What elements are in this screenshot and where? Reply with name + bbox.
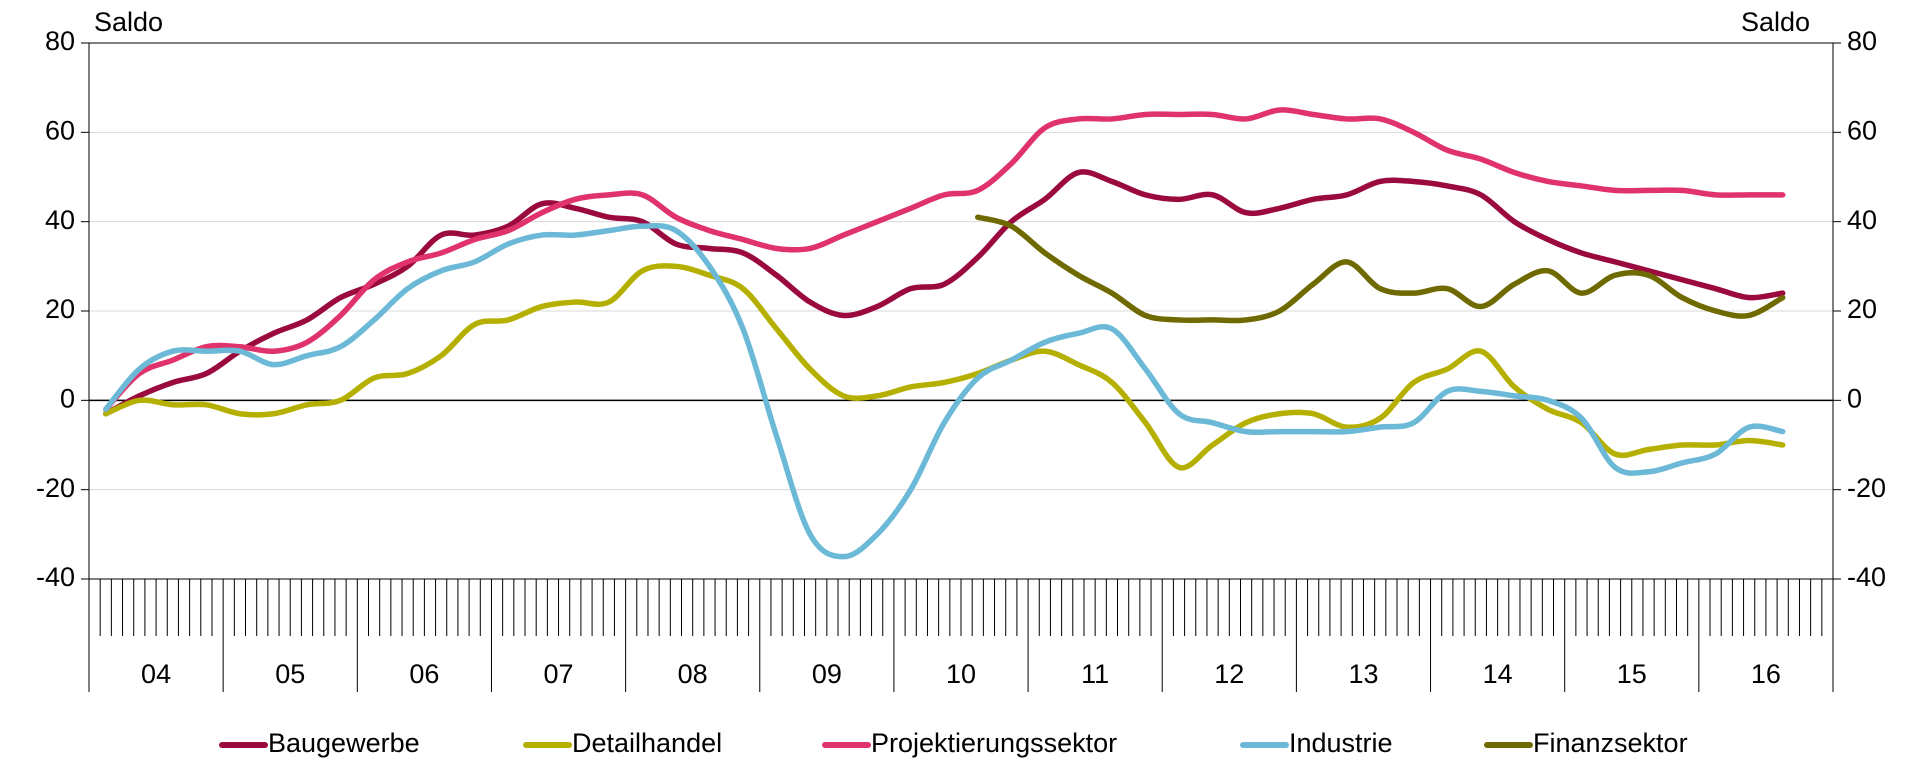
y-tick-label: 40 [45,205,75,235]
series-line [103,223,1786,560]
x-tick-label: 16 [1751,659,1781,689]
x-tick-label: 14 [1483,659,1513,689]
x-tick-label: 07 [544,659,574,689]
series-line [103,263,1786,471]
legend-label: Baugewerbe [268,728,420,758]
x-tick-label: 08 [678,659,708,689]
y2-tick-label: 60 [1847,115,1877,145]
series-line [975,214,1786,324]
series-line [103,169,1786,417]
x-tick-label: 05 [275,659,305,689]
y-tick-label: -20 [36,473,75,503]
x-tick-label: 10 [946,659,976,689]
y-tick-label: 0 [60,383,75,413]
x-tick-label: 12 [1214,659,1244,689]
y2-tick-label: 20 [1847,294,1877,324]
y2-tick-label: -20 [1847,473,1886,503]
y2-tick-label: 80 [1847,26,1877,56]
y2-tick-label: 0 [1847,383,1862,413]
y2-tick-label: 40 [1847,205,1877,235]
y-tick-label: 20 [45,294,75,324]
x-tick-label: 15 [1617,659,1647,689]
y-tick-label: 80 [45,26,75,56]
y-tick-label: -40 [36,562,75,592]
legend-label: Detailhandel [572,728,722,758]
legend-label: Industrie [1289,728,1393,758]
legend-label: Projektierungssektor [871,728,1117,758]
y2-tick-label: -40 [1847,562,1886,592]
y-axis-label: Saldo [94,7,163,37]
x-tick-label: 06 [409,659,439,689]
y2-axis-label: Saldo [1741,7,1810,37]
y-tick-label: 60 [45,115,75,145]
x-tick-label: 11 [1081,659,1109,689]
x-tick-label: 04 [141,659,171,689]
series-line [103,107,1786,413]
legend-label: Finanzsektor [1533,728,1688,758]
x-tick-label: 13 [1348,659,1378,689]
x-tick-label: 09 [812,659,842,689]
